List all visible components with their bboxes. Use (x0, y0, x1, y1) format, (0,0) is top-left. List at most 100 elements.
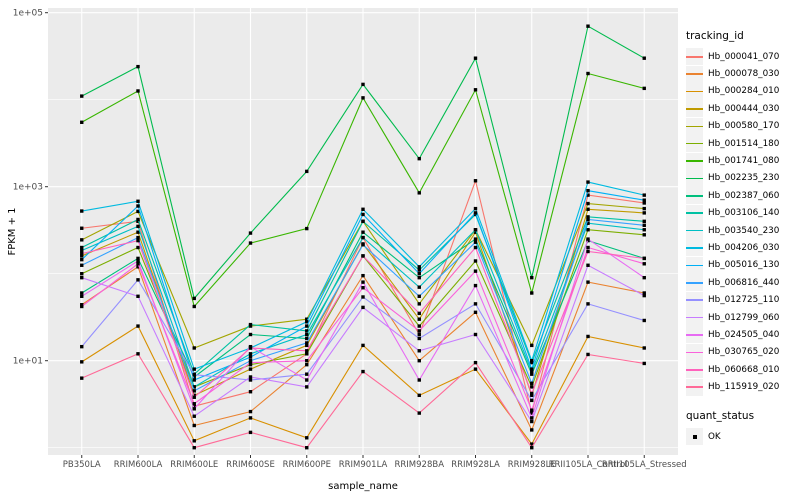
data-point (642, 206, 646, 211)
data-point (192, 404, 196, 408)
legend-entry-label: Hb_005016_130 (708, 260, 780, 271)
data-point (248, 231, 253, 235)
data-point (530, 369, 534, 374)
data-point (417, 311, 421, 316)
quant-point-icon (692, 434, 697, 439)
data-point (192, 367, 196, 371)
data-point (136, 278, 140, 282)
legend-entry: Hb_006816_440 (686, 274, 798, 292)
data-point (361, 305, 365, 310)
data-point (417, 268, 421, 272)
legend-key-swatch (686, 239, 703, 257)
legend-color-line (686, 264, 703, 267)
legend-key-swatch (686, 65, 703, 83)
data-point (305, 226, 309, 231)
x-tick-label: RRIM600LE (170, 460, 218, 470)
data-point (417, 411, 421, 415)
data-point (305, 385, 309, 389)
data-point (80, 360, 84, 364)
data-point (417, 324, 421, 328)
data-point (417, 302, 421, 306)
data-point (530, 393, 534, 398)
legend-entry-label: Hb_024505_040 (708, 329, 780, 340)
data-point (248, 241, 253, 245)
data-point (642, 211, 646, 215)
y-tick-label: 1e+01 (13, 357, 43, 367)
data-point (80, 245, 84, 250)
legend-entry: Hb_000444_030 (686, 100, 798, 118)
data-point (530, 343, 534, 348)
data-point (136, 217, 140, 222)
data-point (248, 346, 253, 350)
data-point (361, 286, 365, 290)
data-point (417, 272, 421, 276)
data-point (248, 360, 253, 365)
data-point (530, 416, 534, 420)
data-point (136, 224, 140, 229)
data-point (136, 352, 140, 356)
legend-color-line (686, 299, 703, 301)
x-tick-label: RRIM600LA (114, 460, 163, 470)
data-point (80, 94, 84, 98)
data-point (136, 204, 140, 208)
legend-key-swatch (686, 291, 703, 309)
data-point (305, 349, 309, 353)
legend-entry: Hb_003540_230 (686, 222, 798, 240)
x-tick-label: RRII105LA_Control (549, 460, 628, 470)
legend-key-swatch (686, 117, 703, 135)
legend-key-swatch (686, 274, 703, 292)
legend-entry-label: Hb_012799_060 (708, 312, 780, 323)
data-point (80, 275, 84, 280)
data-point (530, 428, 534, 432)
data-point (473, 360, 478, 365)
data-point (586, 263, 590, 267)
data-point (642, 198, 646, 202)
data-point (192, 407, 196, 411)
data-point (192, 378, 196, 382)
data-point (136, 89, 140, 93)
data-point (192, 423, 196, 428)
data-point (530, 419, 534, 424)
data-point (136, 199, 140, 203)
data-point (136, 265, 140, 269)
data-point (80, 248, 84, 253)
data-point (361, 219, 365, 224)
data-point (473, 206, 478, 211)
data-point (136, 209, 140, 214)
data-point (473, 367, 478, 371)
legend-entry-label: Hb_001741_080 (708, 156, 780, 167)
data-point (586, 237, 590, 241)
data-point (530, 275, 534, 280)
data-point (80, 304, 84, 309)
data-point (473, 228, 478, 232)
data-point (417, 359, 421, 363)
legend-entry: Hb_024505_040 (686, 326, 798, 344)
data-point (530, 442, 534, 446)
legend-key-swatch (686, 378, 703, 396)
legend-entry: Hb_001741_080 (686, 152, 798, 170)
data-point (642, 228, 646, 232)
data-point (642, 193, 646, 197)
legend-color-line (686, 229, 703, 232)
data-point (473, 283, 478, 288)
data-point (305, 343, 309, 348)
quant-legend-key-swatch (686, 428, 703, 445)
data-point (305, 436, 309, 440)
data-point (248, 359, 253, 363)
quant-legend-label: OK (708, 431, 721, 442)
data-point (642, 86, 646, 91)
x-tick-label: RRIM928LE (508, 460, 556, 470)
data-point (586, 188, 590, 193)
x-tick-label: RRIM928BA (394, 460, 444, 470)
data-point (192, 296, 196, 301)
x-tick-label: RRIM901LA (339, 460, 388, 470)
data-point (473, 56, 478, 60)
legend-panel: tracking_id Hb_000041_070 Hb_000078_030 Hb… (686, 30, 798, 445)
data-point (473, 259, 478, 263)
data-point (361, 280, 365, 284)
data-point (642, 291, 646, 295)
data-point (80, 257, 84, 262)
legend-entry: Hb_012799_060 (686, 309, 798, 327)
data-point (586, 302, 590, 306)
